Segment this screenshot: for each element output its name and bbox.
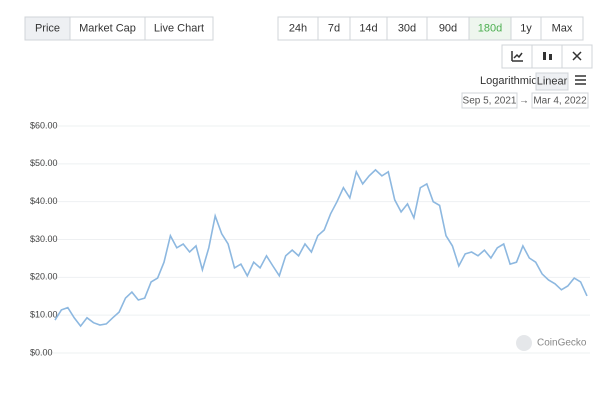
range-label: 180d: [478, 22, 502, 34]
range-label: 14d: [359, 22, 377, 34]
tab-label: Market Cap: [79, 22, 136, 34]
date-to: Mar 4, 2022: [533, 96, 587, 107]
date-from: Sep 5, 2021: [463, 96, 517, 107]
y-tick-label: $40.00: [30, 196, 58, 206]
icon-button[interactable]: [531, 44, 563, 69]
range-label: 1y: [520, 22, 532, 34]
y-tick-label: $30.00: [30, 234, 58, 244]
menu-icon[interactable]: [575, 75, 586, 85]
logo: [516, 335, 532, 351]
range-label: 90d: [439, 22, 457, 34]
tab-label: Price: [35, 22, 60, 34]
expand-icon: [572, 51, 582, 61]
range-label: 7d: [328, 22, 340, 34]
y-tick-label: $20.00: [30, 272, 58, 282]
date-input[interactable]: [461, 92, 518, 109]
y-tick-label: $10.00: [30, 310, 58, 320]
tab-button[interactable]: [144, 16, 214, 41]
icon-button[interactable]: [501, 44, 533, 69]
price-line: [54, 168, 588, 328]
range-label: 24h: [289, 22, 307, 34]
range-label: 30d: [398, 22, 416, 34]
y-tick-label: $0.00: [30, 347, 53, 357]
tab-label: Live Chart: [154, 22, 204, 34]
candle-icon: [543, 52, 552, 60]
scale-button[interactable]: [535, 72, 569, 91]
scale-label[interactable]: Logarithmic: [480, 75, 537, 87]
date-arrow: →: [519, 96, 529, 107]
y-tick-label: $60.00: [30, 120, 58, 130]
scale-label[interactable]: Linear: [537, 75, 568, 87]
line-icon: [511, 51, 523, 62]
y-tick-label: $50.00: [30, 158, 58, 168]
date-input[interactable]: [531, 92, 589, 109]
range-button[interactable]: [540, 16, 584, 41]
watermark: CoinGecko: [537, 338, 587, 349]
range-label: Max: [552, 22, 573, 34]
